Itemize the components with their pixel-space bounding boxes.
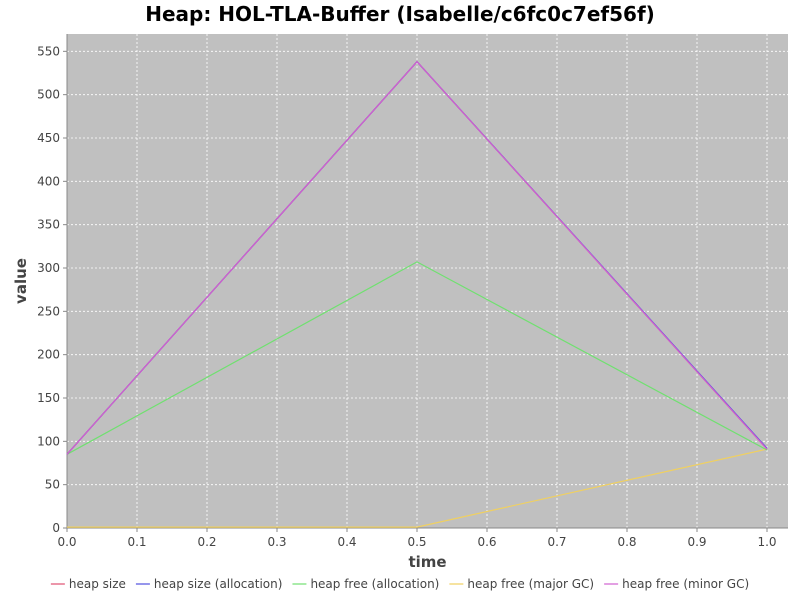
x-tick-label: 0.2 (197, 535, 216, 549)
y-tick-label: 400 (37, 174, 60, 188)
x-tick-label: 0.3 (267, 535, 286, 549)
legend-item: heap size (50, 577, 126, 591)
grid (66, 34, 788, 529)
x-tick-label: 0.0 (57, 535, 76, 549)
y-tick-label: 0 (52, 521, 60, 535)
legend-item: heap free (major GC) (449, 577, 594, 591)
y-tick-label: 250 (37, 304, 60, 318)
y-tick-label: 100 (37, 434, 60, 448)
legend-item: heap size (allocation) (135, 577, 283, 591)
legend-label: heap free (minor GC) (622, 577, 749, 591)
x-tick-label: 0.6 (477, 535, 496, 549)
legend: heap size heap size (allocation) heap free… (50, 577, 749, 591)
x-tick-label: 0.8 (617, 535, 636, 549)
legend-label: heap size (69, 577, 126, 591)
series-line-heap-free-allocation (66, 261, 768, 455)
x-tick-label: 0.4 (337, 535, 356, 549)
x-tick-label: 0.9 (687, 535, 706, 549)
y-tick-label: 350 (37, 218, 60, 232)
legend-label: heap free (major GC) (467, 577, 594, 591)
chart-title: Heap: HOL-TLA-Buffer (Isabelle/c6fc0c7ef… (145, 2, 655, 26)
y-tick-label: 300 (37, 261, 60, 275)
legend-item: heap free (minor GC) (604, 577, 749, 591)
plot-background (67, 34, 788, 528)
legend-label: heap free (allocation) (310, 577, 439, 591)
axes: 0 50 100 150 200 250 300 350 400 450 500 550 0.0 0.1 0… (37, 34, 788, 549)
series-lines (66, 60, 768, 528)
y-tick-label: 150 (37, 391, 60, 405)
x-tick-label: 0.7 (547, 535, 566, 549)
y-axis-label: value (12, 258, 30, 304)
x-tick-label: 0.1 (127, 535, 146, 549)
y-tick-label: 550 (37, 44, 60, 58)
series-line-heap-free-major-gc (67, 448, 768, 528)
legend-label: heap size (allocation) (154, 577, 283, 591)
y-tick-label: 500 (37, 88, 60, 102)
x-tick-label: 1.0 (757, 535, 776, 549)
legend-item: heap free (allocation) (292, 577, 439, 591)
x-axis-label: time (408, 553, 446, 571)
y-tick-label: 450 (37, 131, 60, 145)
y-tick-label: 50 (45, 478, 60, 492)
y-tick-label: 200 (37, 348, 60, 362)
series-line-heap-free-minor-gc (66, 60, 768, 455)
x-tick-label: 0.5 (407, 535, 426, 549)
